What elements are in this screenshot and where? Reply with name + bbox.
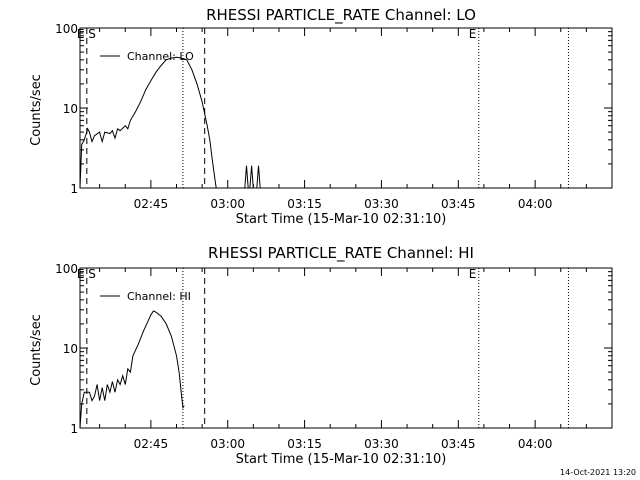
marker-label: E S [77,267,96,281]
y-tick-label: 1 [70,182,78,196]
x-tick-label: 04:00 [518,437,553,451]
legend-label: Channel: LO [127,50,194,63]
marker-label: E [469,267,477,281]
y-tick-label: 1 [70,422,78,436]
panel-lo: RHESSI PARTICLE_RATE Channel: LO 1 10 100 02… [29,6,613,227]
legend-label: Channel: HI [127,290,191,303]
x-tick-label: 02:45 [134,437,169,451]
x-tick-label: 03:30 [364,197,399,211]
series-line [80,56,217,188]
series-line [256,165,261,188]
marker-label: E [469,27,477,41]
x-tick-label: 02:45 [134,197,169,211]
series-line [244,165,249,188]
y-tick-label: 10 [63,102,78,116]
y-tick-label: 100 [55,22,78,36]
x-axis-label: Start Time (15-Mar-10 02:31:10) [236,452,447,467]
x-tick-label: 03:15 [287,437,322,451]
series-line [80,310,185,428]
x-tick-label: 03:30 [364,437,399,451]
x-tick-label: 03:45 [441,197,476,211]
x-tick-label: 03:45 [441,437,476,451]
x-axis-label: Start Time (15-Mar-10 02:31:10) [236,212,447,227]
x-tick-label: 03:00 [210,197,245,211]
y-tick-label: 100 [55,262,78,276]
footer-timestamp: 14-Oct-2021 13:20 [560,468,636,477]
x-tick-label: 04:00 [518,197,553,211]
marker-label: E S [77,27,96,41]
chart-title: RHESSI PARTICLE_RATE Channel: HI [208,244,474,263]
chart-title: RHESSI PARTICLE_RATE Channel: LO [206,6,476,25]
y-axis-label: Counts/sec [29,314,44,386]
y-axis-label: Counts/sec [29,74,44,146]
y-tick-label: 10 [63,342,78,356]
x-tick-label: 03:00 [210,437,245,451]
x-tick-label: 03:15 [287,197,322,211]
series-line [249,165,254,188]
panel-hi: RHESSI PARTICLE_RATE Channel: HI 1 10 100 02… [29,244,613,467]
